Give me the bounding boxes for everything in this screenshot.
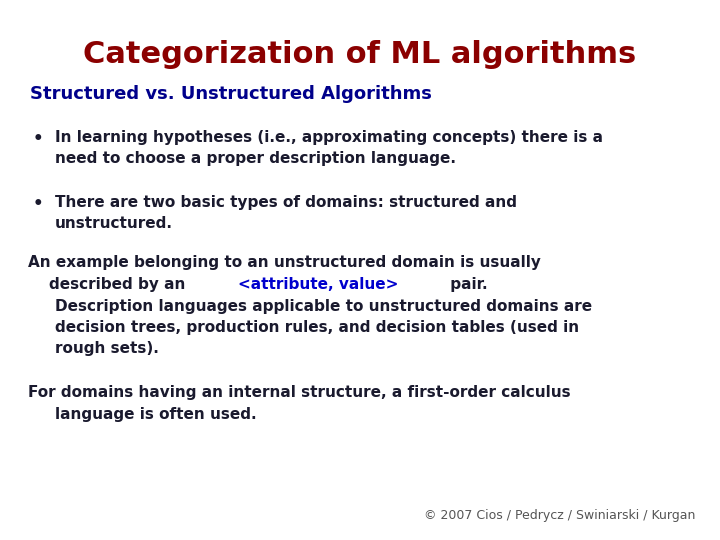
Text: An example belonging to an unstructured domain is usually: An example belonging to an unstructured … [28,255,541,270]
Text: In learning hypotheses (i.e., approximating concepts) there is a
need to choose : In learning hypotheses (i.e., approximat… [55,130,603,166]
Text: pair.: pair. [445,277,487,292]
Text: For domains having an internal structure, a first-order calculus: For domains having an internal structure… [28,385,571,400]
Text: language is often used.: language is often used. [55,407,256,422]
Text: Categorization of ML algorithms: Categorization of ML algorithms [84,40,636,69]
Text: •: • [33,130,44,148]
Text: Structured vs. Unstructured Algorithms: Structured vs. Unstructured Algorithms [30,85,432,103]
Text: described by an: described by an [28,277,191,292]
Text: <attribute, value>: <attribute, value> [238,277,398,292]
Text: Description languages applicable to unstructured domains are
decision trees, pro: Description languages applicable to unst… [55,299,592,356]
Text: There are two basic types of domains: structured and
unstructured.: There are two basic types of domains: st… [55,195,517,231]
Text: © 2007 Cios / Pedrycz / Swiniarski / Kurgan: © 2007 Cios / Pedrycz / Swiniarski / Kur… [423,509,695,522]
Text: •: • [33,195,44,213]
